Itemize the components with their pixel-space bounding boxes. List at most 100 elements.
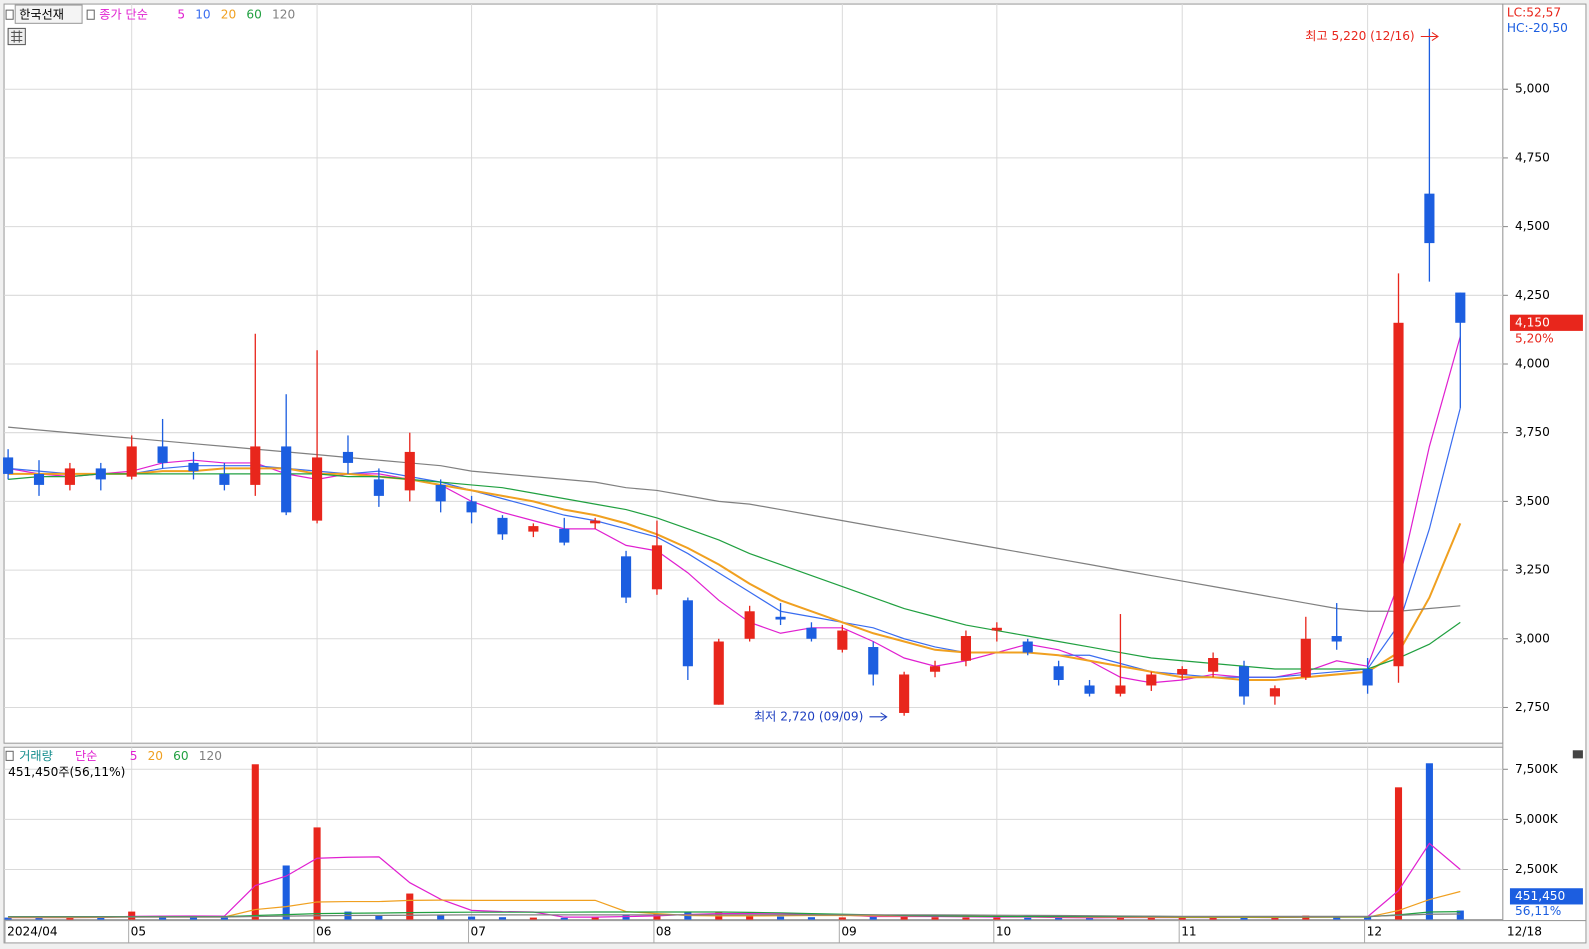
volume-bar [4,917,12,920]
ma-legend-label: 종가 단순 [99,8,148,22]
candle-body [1238,666,1250,697]
low-annotation: 최저 2,720 (09/09) [754,709,863,723]
grid-button-icon [11,30,23,43]
ma-line [8,473,1461,670]
y-tick-label: 2,500K [1515,862,1559,876]
candle-body [497,517,508,535]
volume-bar [1024,917,1032,920]
volume-bar [313,827,321,920]
candle-body [1455,292,1466,323]
candle-body [744,611,755,639]
candle-body [528,526,539,532]
volume-ma-line [8,913,1461,918]
candle-body [3,457,14,474]
ma-legend-item: 10 [195,8,210,22]
candle-body [312,457,323,521]
volume-bar [900,915,908,920]
volume-panel [3,746,1504,921]
volume-bar [66,917,74,920]
ma-legend-item: 60 [246,8,261,22]
y-tick-label: 3,000 [1515,631,1550,645]
candle-body [651,545,663,590]
volume-bar [159,916,167,920]
volume-info: 451,450주(56,11%) [8,765,125,779]
candle-body [775,616,786,620]
axis-panel [1502,3,1587,922]
volume-ma-legend-item: 5 [130,749,138,763]
candle-body [1022,641,1033,653]
volume-bar [220,917,228,920]
x-tick-label: 07 [471,924,486,938]
candle-body [620,556,632,598]
candle-body [466,501,477,513]
candle-body [250,446,261,485]
volume-bar [529,917,537,920]
candle-body [64,468,75,485]
y-tick-label: 7,500K [1515,762,1559,776]
candle-body [435,484,446,502]
volume-bar [777,916,785,920]
volume-bar [1333,916,1341,920]
volume-legend-title: 거래량 [19,749,53,763]
volume-bar [746,915,754,920]
volume-bar [189,917,198,920]
candle-body [373,479,384,496]
volume-bar [1240,917,1248,920]
volume-bar [1178,917,1186,920]
y-tick-label: 5,000 [1515,82,1550,96]
candle-body [1177,668,1188,675]
volume-bar [869,916,877,920]
y-tick-label: 4,500 [1515,219,1550,233]
volume-bar [468,916,476,920]
volume-ma-legend-item: 60 [173,749,188,763]
x-tick-label: 06 [316,924,331,938]
candle-body [713,641,724,705]
legend-icon[interactable] [5,9,14,20]
candle-body [960,636,972,661]
candle-body [899,674,910,713]
candle-body [1208,658,1219,672]
high-annotation: 최고 5,220 (12/16) [1305,29,1414,43]
volume-bar [838,917,846,920]
x-tick-label: 10 [996,924,1011,938]
candle-body [929,666,941,672]
ma-line [8,467,1462,682]
volume-bar [437,914,445,920]
x-tick-label: 09 [841,924,856,938]
legend-icon[interactable] [86,9,95,20]
low-arrow [869,712,888,722]
volume-bar [993,917,1001,920]
x-tick-label: 11 [1181,924,1196,938]
change-rate: 5,20% [1515,332,1554,346]
candle-body [404,451,415,491]
close-button[interactable] [1572,750,1583,759]
volume-bar [498,917,507,920]
volume-bar [128,911,136,920]
volume-bar [1364,916,1372,920]
ma-line [8,426,1461,612]
candle-body [219,473,230,485]
volume-bar [406,893,414,920]
legend-icon[interactable] [5,750,14,761]
stock-name[interactable]: 한국선재 [19,8,64,22]
candle-body [188,462,199,472]
candle-body [1300,638,1311,678]
candle-body [281,446,292,513]
x-tick-label: 12 [1367,924,1382,938]
title-box[interactable] [14,4,83,24]
volume-bar [375,915,383,920]
candle-body [1331,636,1342,642]
volume-ma-legend-item: 120 [199,749,222,763]
candle-body [1424,193,1435,244]
lc-label: LC:52,57 [1507,6,1561,20]
candle-body [1393,322,1404,667]
current-price: 4,150 [1515,315,1550,329]
candle-body [342,451,354,463]
y-tick-label: 5,000K [1515,812,1559,826]
volume-bar [1147,917,1155,920]
volume-bar [1425,763,1433,920]
volume-box [1509,888,1583,905]
candle-body [126,446,137,477]
volume-bar [931,917,939,920]
